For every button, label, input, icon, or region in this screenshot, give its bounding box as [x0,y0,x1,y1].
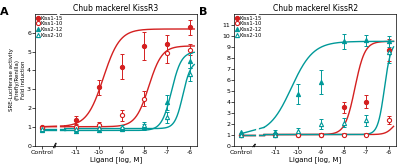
Legend: Kiss1-15, Kiss1-10, Kiss2-12, Kiss2-10: Kiss1-15, Kiss1-10, Kiss2-12, Kiss2-10 [236,15,263,38]
X-axis label: Ligand [log, M]: Ligand [log, M] [289,156,341,163]
X-axis label: Ligand [log, M]: Ligand [log, M] [90,156,142,163]
Text: B: B [199,7,207,17]
Title: Chub mackerel KissR3: Chub mackerel KissR3 [73,4,158,13]
Title: Chub mackerel KissR2: Chub mackerel KissR2 [272,4,358,13]
Y-axis label: SRE-Luciferase activity
(Firefly/Renilla)
Fold induction: SRE-Luciferase activity (Firefly/Renilla… [9,48,26,111]
Legend: Kiss1-15, Kiss1-10, Kiss2-12, Kiss2-10: Kiss1-15, Kiss1-10, Kiss2-12, Kiss2-10 [36,15,63,38]
Text: A: A [0,7,8,17]
